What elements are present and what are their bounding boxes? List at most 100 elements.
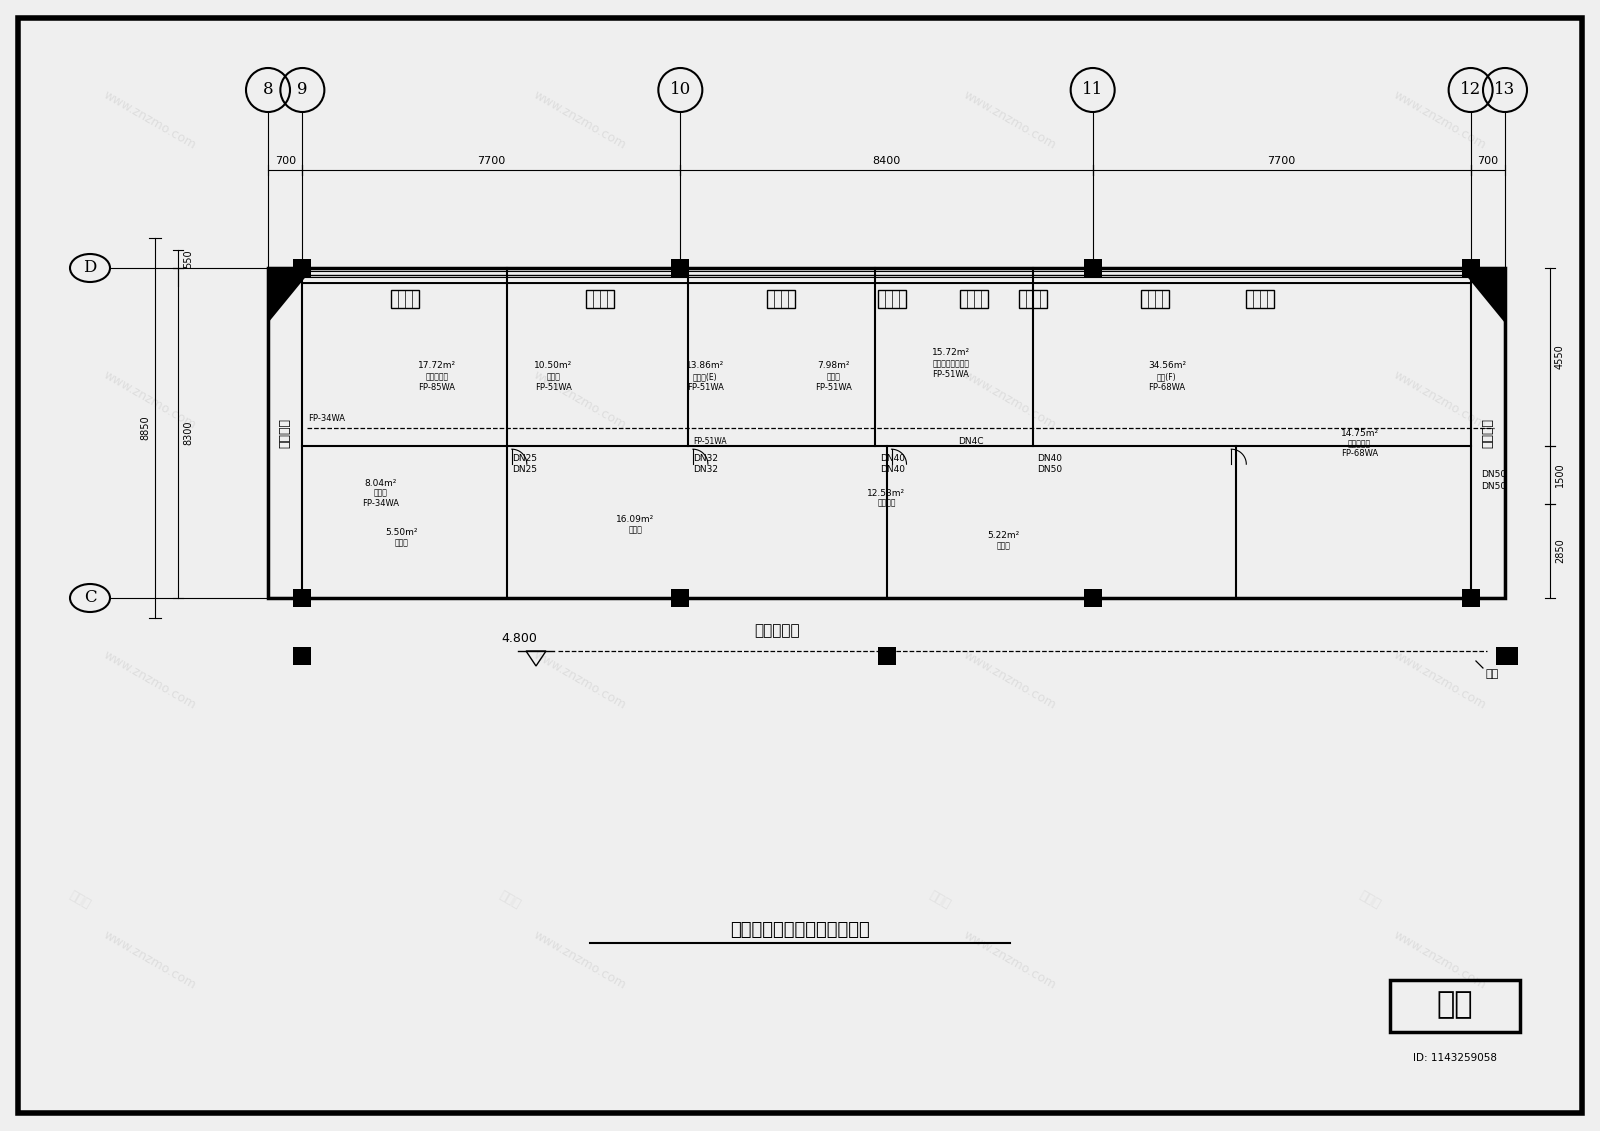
Text: 书房室: 书房室 xyxy=(827,372,842,381)
Text: www.znzmo.com: www.znzmo.com xyxy=(531,88,629,152)
Bar xyxy=(269,268,302,598)
Bar xyxy=(390,290,419,308)
Text: 空调管井: 空调管井 xyxy=(278,418,291,448)
Bar xyxy=(1141,290,1170,308)
Text: 贮室(F): 贮室(F) xyxy=(1157,372,1176,381)
Text: www.znzmo.com: www.znzmo.com xyxy=(531,929,629,992)
Text: 小测室组: 小测室组 xyxy=(877,499,896,508)
Text: DN40: DN40 xyxy=(1037,454,1062,463)
Text: 550: 550 xyxy=(182,250,194,268)
Bar xyxy=(1496,647,1514,665)
Text: www.znzmo.com: www.znzmo.com xyxy=(962,88,1059,152)
Text: 8400: 8400 xyxy=(872,156,901,166)
Text: 知末网: 知末网 xyxy=(67,889,93,912)
Text: FP-51WA: FP-51WA xyxy=(933,370,970,379)
Polygon shape xyxy=(269,268,314,323)
Text: 1500: 1500 xyxy=(1555,463,1565,487)
Text: 12: 12 xyxy=(1461,81,1482,98)
Text: www.znzmo.com: www.znzmo.com xyxy=(101,929,198,992)
Text: www.znzmo.com: www.znzmo.com xyxy=(101,88,198,152)
Polygon shape xyxy=(1459,268,1506,323)
Bar xyxy=(960,290,989,308)
Bar xyxy=(878,290,906,308)
Text: www.znzmo.com: www.znzmo.com xyxy=(962,929,1059,992)
Text: 8850: 8850 xyxy=(141,416,150,440)
Text: 9: 9 xyxy=(298,81,307,98)
Text: 爱使室(E): 爱使室(E) xyxy=(693,372,718,381)
Text: 标准室: 标准室 xyxy=(395,538,408,547)
Text: FP-51WA: FP-51WA xyxy=(816,383,853,392)
Bar xyxy=(1246,290,1274,308)
Text: FP-51WA: FP-51WA xyxy=(534,383,571,392)
Text: 7700: 7700 xyxy=(477,156,506,166)
Text: DN40: DN40 xyxy=(880,454,906,463)
Text: DN4C: DN4C xyxy=(958,437,984,446)
Text: 10.50m²: 10.50m² xyxy=(534,361,573,370)
Text: 34.56m²: 34.56m² xyxy=(1147,361,1186,370)
Text: www.znzmo.com: www.znzmo.com xyxy=(1392,88,1488,152)
Text: D: D xyxy=(83,259,96,276)
Bar xyxy=(1462,259,1480,277)
Text: www.znzmo.com: www.znzmo.com xyxy=(101,369,198,432)
Text: www.znzmo.com: www.znzmo.com xyxy=(1392,648,1488,711)
Text: 玻璃仪器清洗主组: 玻璃仪器清洗主组 xyxy=(933,359,970,368)
Text: FP-51WA: FP-51WA xyxy=(686,383,723,392)
Text: 700: 700 xyxy=(1477,156,1498,166)
Text: DN32: DN32 xyxy=(693,465,718,474)
Text: www.znzmo.com: www.znzmo.com xyxy=(1392,369,1488,432)
Text: 书房室: 书房室 xyxy=(547,372,560,381)
Text: DN40: DN40 xyxy=(880,465,906,474)
Text: 知末网: 知末网 xyxy=(1357,889,1382,912)
Text: 13.86m²: 13.86m² xyxy=(686,361,725,370)
Text: DN50: DN50 xyxy=(1037,465,1062,474)
Text: www.znzmo.com: www.znzmo.com xyxy=(531,369,629,432)
Text: 7700: 7700 xyxy=(1267,156,1296,166)
Text: 2850: 2850 xyxy=(1555,538,1565,563)
Bar xyxy=(768,290,795,308)
Text: 14.75m²: 14.75m² xyxy=(1341,429,1379,438)
Text: 4550: 4550 xyxy=(1555,345,1565,370)
Text: www.znzmo.com: www.znzmo.com xyxy=(531,648,629,711)
Text: 一层研发质检空调管道布置图: 一层研发质检空调管道布置图 xyxy=(730,921,870,939)
Text: 8.04m²: 8.04m² xyxy=(365,478,397,487)
Text: FP-34WA: FP-34WA xyxy=(362,499,398,508)
Bar xyxy=(877,647,896,665)
Bar xyxy=(1462,589,1480,607)
Text: 知末: 知末 xyxy=(1437,991,1474,1019)
Text: FP-85WA: FP-85WA xyxy=(418,383,456,392)
Text: DN50: DN50 xyxy=(1480,469,1506,478)
Text: DN25: DN25 xyxy=(512,454,538,463)
Bar xyxy=(293,647,312,665)
Text: ID: 1143259058: ID: 1143259058 xyxy=(1413,1053,1498,1063)
Text: www.znzmo.com: www.znzmo.com xyxy=(1392,929,1488,992)
Text: DN32: DN32 xyxy=(693,454,718,463)
Bar xyxy=(1083,259,1102,277)
Text: 研发质检区: 研发质检区 xyxy=(755,623,800,639)
Text: 7.98m²: 7.98m² xyxy=(818,361,850,370)
Text: 天平室: 天平室 xyxy=(997,542,1010,551)
Text: FP-51WA: FP-51WA xyxy=(693,437,726,446)
Bar xyxy=(1499,647,1518,665)
Text: 研发办公室: 研发办公室 xyxy=(1349,439,1371,448)
Text: DN25: DN25 xyxy=(512,465,538,474)
Text: 4.800: 4.800 xyxy=(501,631,538,645)
Text: 杂物室: 杂物室 xyxy=(374,489,387,498)
Text: DN50: DN50 xyxy=(1480,482,1506,491)
Text: 17.72m²: 17.72m² xyxy=(418,361,456,370)
Text: 玄关: 玄关 xyxy=(1486,670,1499,679)
Text: 模拟实验室: 模拟实验室 xyxy=(426,372,448,381)
Bar xyxy=(293,589,312,607)
Bar xyxy=(293,259,312,277)
Text: 知末网: 知末网 xyxy=(926,889,954,912)
Text: 12.53m²: 12.53m² xyxy=(867,489,906,498)
Bar xyxy=(672,259,690,277)
Text: 11: 11 xyxy=(1082,81,1104,98)
Text: FP-68WA: FP-68WA xyxy=(1341,449,1378,458)
Text: 10: 10 xyxy=(670,81,691,98)
Text: 5.50m²: 5.50m² xyxy=(386,528,418,537)
Text: FP-68WA: FP-68WA xyxy=(1149,383,1186,392)
Text: 15.72m²: 15.72m² xyxy=(931,348,970,357)
Text: www.znzmo.com: www.znzmo.com xyxy=(962,369,1059,432)
Text: 13: 13 xyxy=(1494,81,1515,98)
Text: 知末网: 知末网 xyxy=(498,889,523,912)
